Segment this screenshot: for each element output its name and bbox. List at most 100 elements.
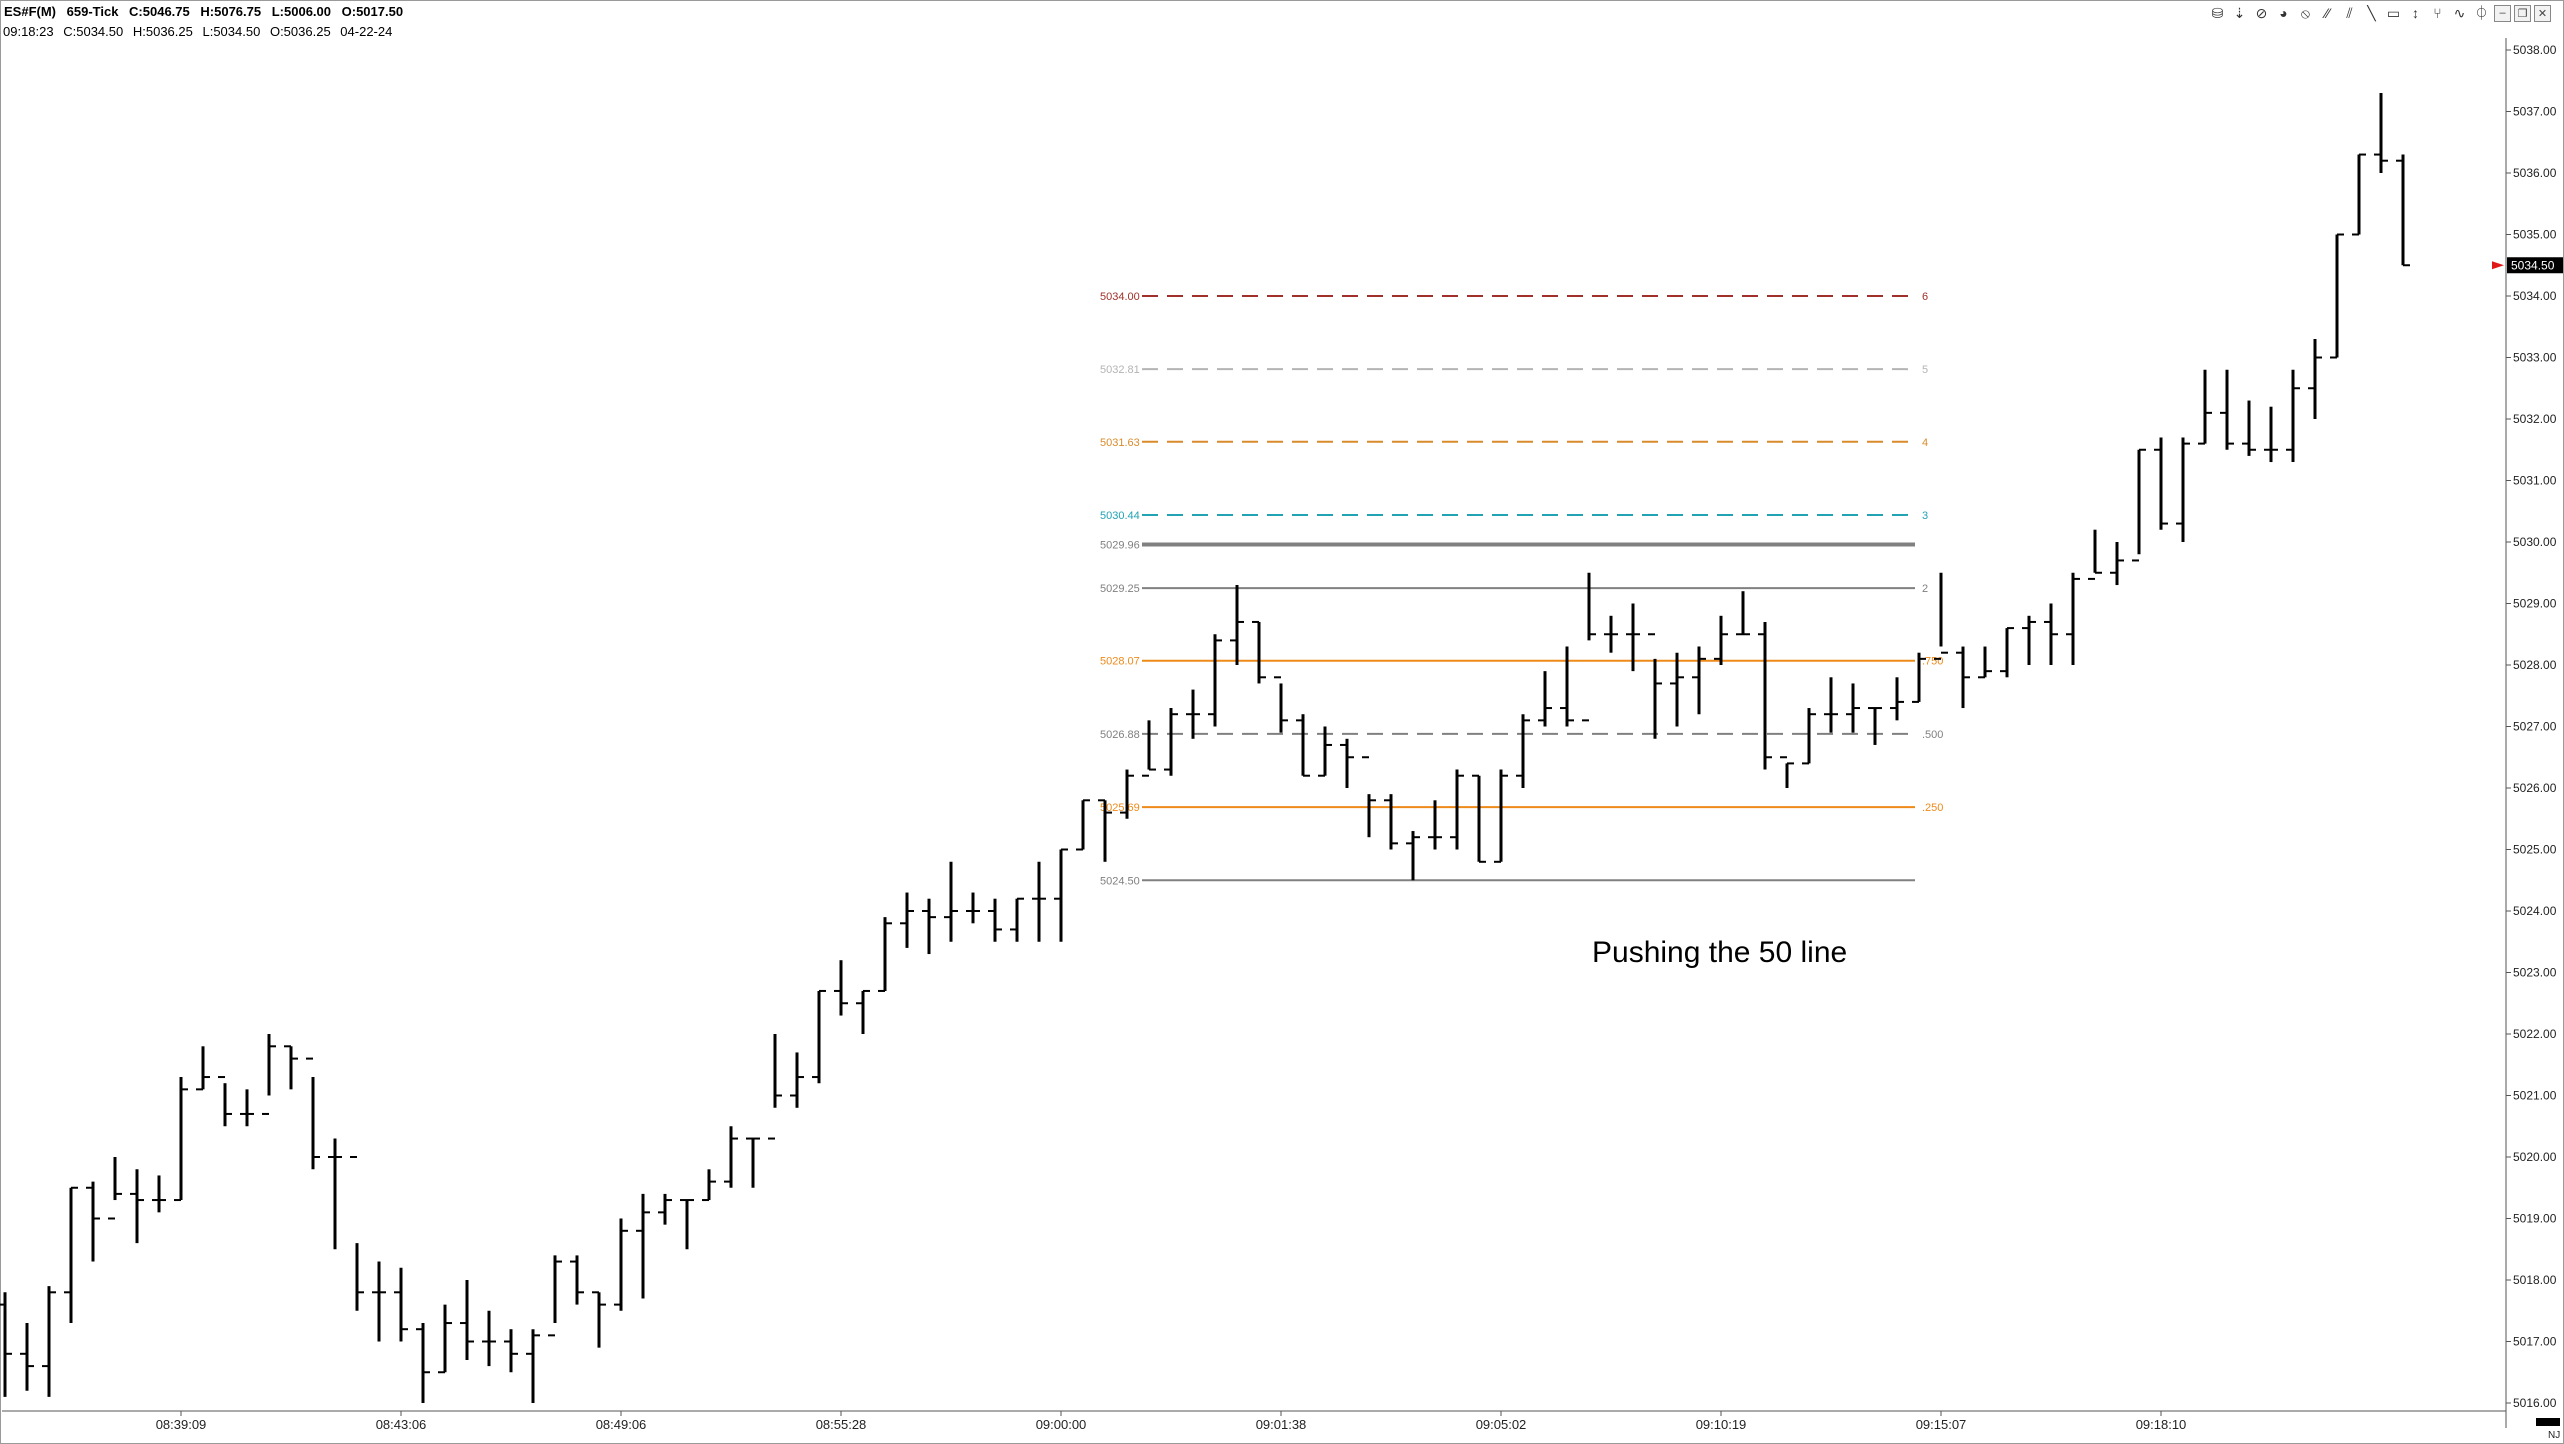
ohlc-bar <box>1406 831 1420 881</box>
ohlc-bar <box>922 898 936 955</box>
ohlc-bar <box>1912 652 1926 703</box>
y-tick-label: 5018.00 <box>2513 1273 2557 1287</box>
ohlc-bar <box>592 1291 606 1348</box>
ohlc-bar <box>482 1310 496 1367</box>
ohlc-bar <box>262 1034 276 1115</box>
ohlc-bar <box>1626 603 1640 672</box>
pitchfork-icon[interactable]: ⑂ <box>2433 5 2442 21</box>
drawing-toolbar: ⛁ ⇣ ⊘ ◕ ⦸ ⁄⁄ ⫽ ╲ ▭ ↕ ⑂ ∿ ⏀ – ❐ ✕ <box>2208 3 2551 23</box>
y-tick-label: 5026.00 <box>2513 781 2557 795</box>
ohlc-bar <box>504 1329 518 1373</box>
fib-ratio-label: .750 <box>1922 656 1943 668</box>
fib-ratio-label: 3 <box>1922 510 1928 522</box>
minimize-icon[interactable]: – <box>2494 4 2511 22</box>
ohlc-bar <box>152 1175 166 1213</box>
ohlc-bar <box>548 1255 562 1337</box>
ohlc-bar <box>2242 400 2256 456</box>
ohlc-bar <box>944 861 958 942</box>
fib-ratio-label: 2 <box>1922 583 1928 595</box>
ohlc-bar <box>1692 646 1706 715</box>
ohlc-bar <box>86 1181 100 1262</box>
ohlc-bar <box>724 1126 738 1188</box>
fib-ratio-label: .500 <box>1922 729 1943 741</box>
ohlc-bar <box>768 1034 782 1140</box>
ohlc-bar <box>174 1077 188 1202</box>
bar-low: L:5034.50 <box>202 24 261 39</box>
y-tick-label: 5020.00 <box>2513 1150 2557 1164</box>
current-price-arrow-icon <box>2492 261 2504 270</box>
x-tick-label: 09:00:00 <box>1036 1417 1087 1432</box>
y-tick-label: 5033.00 <box>2513 351 2557 365</box>
cursor-icon[interactable]: ⇣ <box>2233 5 2246 21</box>
ohlc-bar <box>1670 652 1684 727</box>
close-value: C:5046.75 <box>129 4 190 19</box>
highlight-icon[interactable]: ▭ <box>2386 5 2401 21</box>
ohlc-bar <box>1714 615 1728 665</box>
y-tick-label: 5034.00 <box>2513 289 2557 303</box>
ohlc-bar <box>1076 799 1090 851</box>
fib-price-label: 5026.88 <box>1100 729 1140 741</box>
trendline-icon[interactable]: ⁄⁄ <box>2325 5 2330 21</box>
ohlc-bar <box>1648 633 1662 739</box>
ohlc-bar <box>416 1323 430 1403</box>
data-icon[interactable]: ⛁ <box>2211 5 2224 21</box>
draw-icon[interactable]: ╲ <box>2367 5 2376 21</box>
ohlc-bar <box>284 1045 298 1090</box>
y-tick-label: 5027.00 <box>2513 720 2557 734</box>
high-value: H:5076.75 <box>200 4 262 19</box>
bar-time: 09:18:23 <box>3 24 54 39</box>
wave-icon[interactable]: ∿ <box>2453 5 2466 21</box>
ohlc-bar <box>2132 448 2146 562</box>
symbol-header: ES#F(M) 659-Tick C:5046.75 H:5076.75 L:5… <box>4 4 410 19</box>
ohlc-bar <box>1274 676 1288 733</box>
fib-price-label: 5029.25 <box>1100 583 1140 595</box>
ohlc-bar <box>240 1089 254 1127</box>
interval-label[interactable]: 659-Tick <box>66 4 119 19</box>
x-tick-label: 08:43:06 <box>376 1417 427 1432</box>
x-tick-label: 09:18:10 <box>2136 1417 2187 1432</box>
symbol-label[interactable]: ES#F(M) <box>4 4 56 19</box>
y-tick-label: 5016.00 <box>2513 1396 2557 1410</box>
lock-icon[interactable]: ⏀ <box>2474 5 2489 21</box>
ohlc-bar <box>1054 848 1068 942</box>
cursor-arrow-icon[interactable]: ↕ <box>2412 5 2419 21</box>
ohlc-bar <box>1120 769 1134 819</box>
ohlc-bar <box>834 960 848 1016</box>
ohlc-bar <box>636 1193 650 1299</box>
ohlc-bar <box>614 1218 628 1311</box>
color-icon[interactable]: ◕ <box>2279 5 2288 21</box>
stop-icon[interactable]: ⊘ <box>2255 5 2268 21</box>
ohlc-bar <box>1802 708 1816 765</box>
ohlc-bar <box>2352 153 2366 236</box>
ohlc-bar <box>1868 707 1882 745</box>
x-tick-label: 09:15:07 <box>1916 1417 1967 1432</box>
ohlc-bar <box>1516 714 1530 788</box>
bar-info-readout: 09:18:23 C:5034.50 H:5036.25 L:5034.50 O… <box>3 24 398 39</box>
ohlc-bar <box>1560 646 1574 727</box>
low-value: L:5006.00 <box>271 4 331 19</box>
y-tick-label: 5029.00 <box>2513 597 2557 611</box>
ohlc-bar <box>526 1329 540 1403</box>
ohlc-bar <box>1978 646 1992 679</box>
ohlc-bar <box>1758 621 1772 770</box>
channel-icon[interactable]: ⫽ <box>2346 5 2353 21</box>
fib-price-label: 5030.44 <box>1100 510 1140 522</box>
y-tick-label: 5021.00 <box>2513 1089 2557 1103</box>
fib-price-label: 5031.63 <box>1100 437 1140 449</box>
restore-icon[interactable]: ❐ <box>2514 4 2531 22</box>
close-icon[interactable]: ✕ <box>2534 4 2551 22</box>
bar-close: C:5034.50 <box>63 24 124 39</box>
bar-open: O:5036.25 <box>269 24 331 39</box>
ohlc-bar <box>2066 572 2080 665</box>
forbidden-icon[interactable]: ⦸ <box>2300 5 2311 21</box>
x-tick-label: 08:49:06 <box>596 1417 647 1432</box>
ohlc-bar <box>1824 677 1838 733</box>
ohlc-bar <box>1142 720 1156 777</box>
ohlc-bar <box>680 1199 694 1250</box>
open-value: O:5017.50 <box>341 4 404 19</box>
ohlc-bar <box>196 1046 210 1091</box>
y-tick-label: 5037.00 <box>2513 105 2557 119</box>
bar-date: 04-22-24 <box>340 24 393 39</box>
fib-ratio-label: 6 <box>1922 291 1928 303</box>
